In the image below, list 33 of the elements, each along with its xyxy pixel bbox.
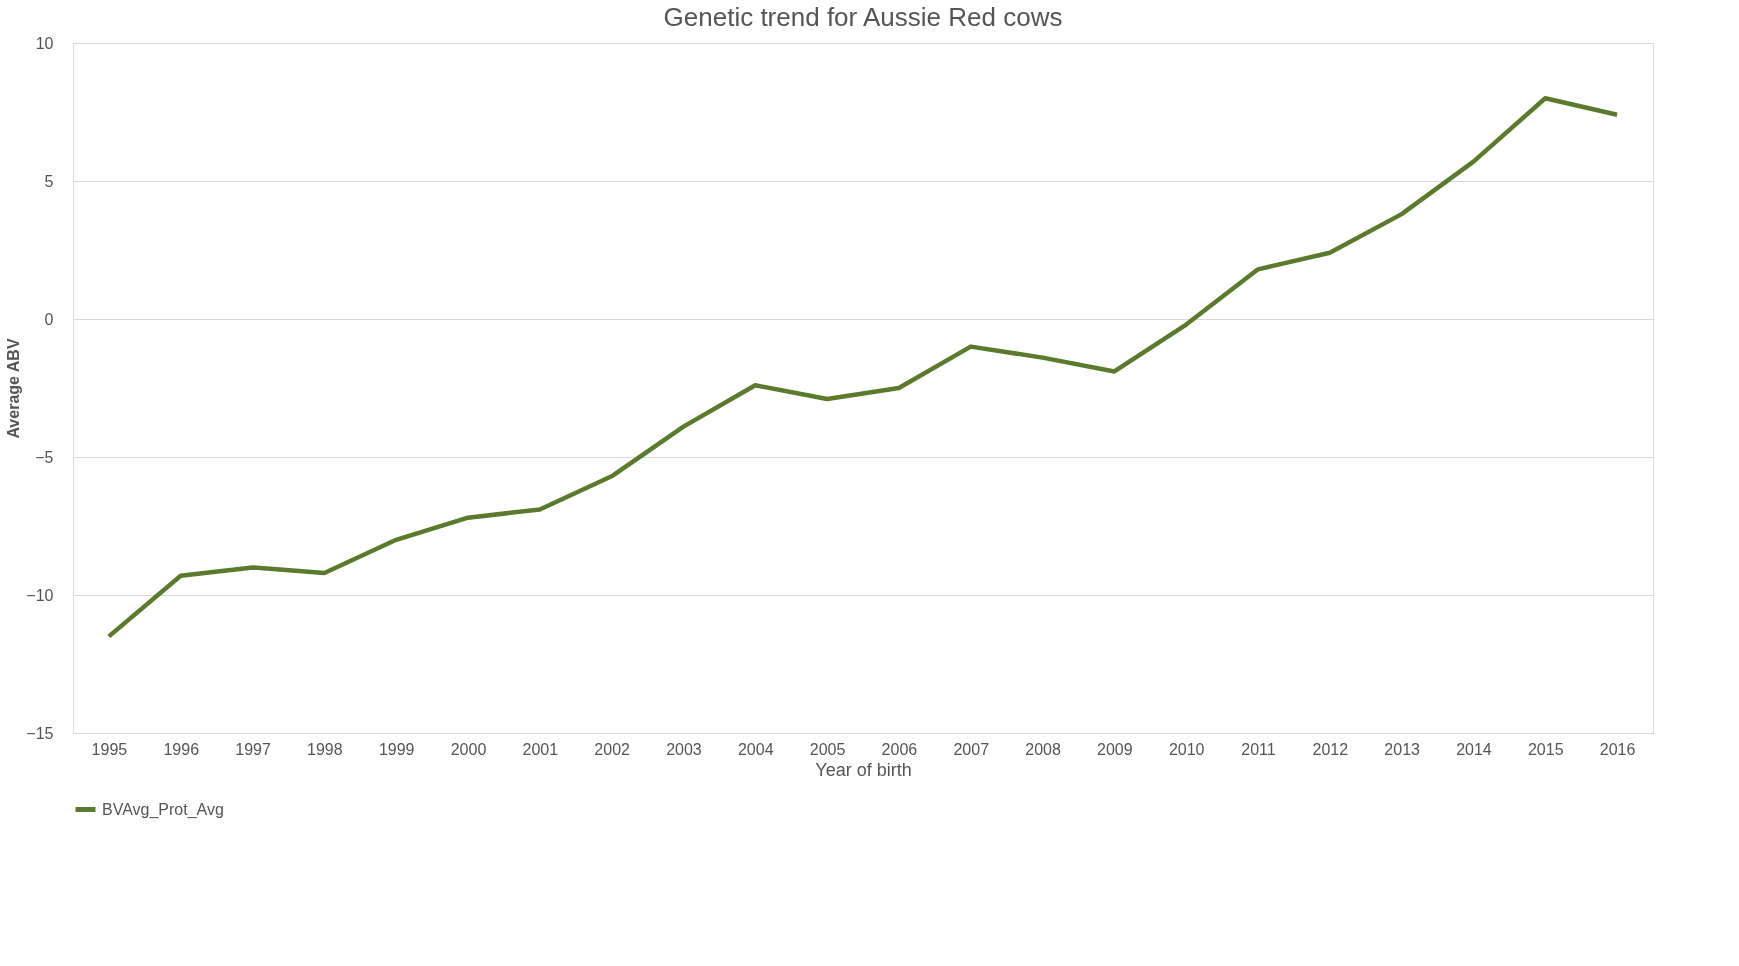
y-tick-label: 10 (35, 34, 54, 52)
x-tick-label: 2010 (1168, 740, 1205, 758)
x-tick-label: 2007 (953, 740, 990, 758)
line-series (106, 95, 1620, 639)
y-axis-title: Average ABV (5, 338, 23, 439)
x-tick-label: 1998 (307, 740, 343, 758)
x-tick-label: 1995 (91, 740, 128, 758)
x-tick-label: 2016 (1599, 740, 1636, 758)
x-tick-label: 2009 (1097, 740, 1133, 758)
x-tick-label: 2006 (881, 740, 918, 758)
y-tick-label: −5 (35, 448, 54, 466)
x-tick-label: 2013 (1384, 740, 1421, 758)
x-tick-label: 2011 (1241, 740, 1276, 758)
x-axis-title: Year of birth (815, 759, 912, 780)
y-tick-label: 5 (44, 172, 54, 190)
y-tick-label: −15 (26, 724, 54, 742)
x-tick-label: 1999 (378, 740, 415, 758)
x-tick-label: 2001 (522, 740, 559, 758)
x-tick-label: 2012 (1312, 740, 1349, 758)
x-tick-label: 2008 (1025, 740, 1061, 758)
x-tick-label: 2014 (1456, 740, 1492, 758)
x-tick-label: 1996 (163, 740, 200, 758)
y-tick-label: −10 (26, 586, 54, 604)
x-tick-label: 2004 (737, 740, 774, 758)
x-tick-label: 2003 (666, 740, 702, 758)
chart-title: Genetic trend for Aussie Red cows (663, 2, 1063, 32)
y-tick-label: 0 (44, 310, 54, 328)
x-tick-label: 2015 (1527, 740, 1564, 758)
x-tick-label: 1997 (235, 740, 271, 758)
x-tick-label: 2002 (594, 740, 631, 758)
x-tick-label: 2005 (809, 740, 846, 758)
x-tick-label: 2000 (450, 740, 487, 758)
legend-label: BVAvg_Prot_Avg (102, 800, 224, 819)
